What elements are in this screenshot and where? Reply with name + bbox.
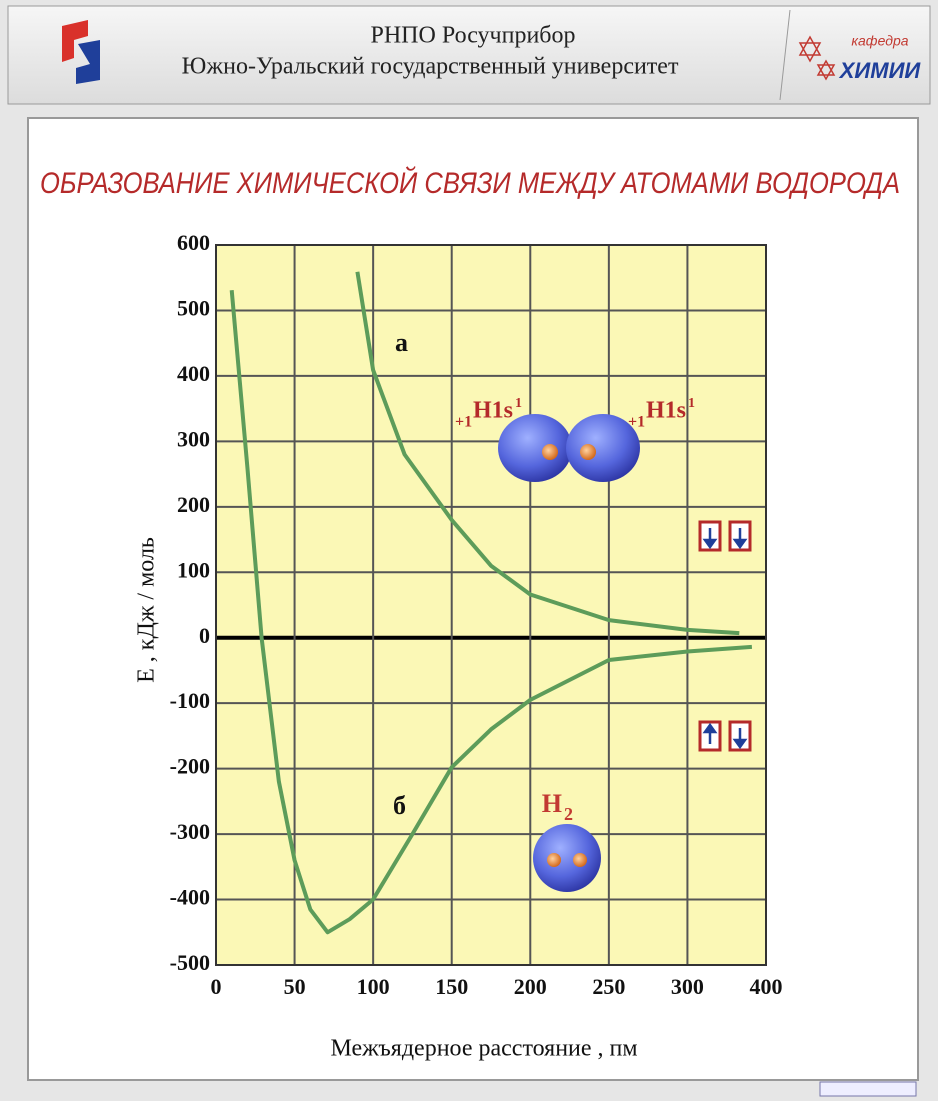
header-line: Южно-Уральский государственный университ… bbox=[182, 54, 679, 80]
header-line: РНПО Росучприбор bbox=[371, 23, 576, 49]
atom-prefix: +1 bbox=[455, 414, 472, 431]
atom-symbol: H1s bbox=[646, 398, 686, 424]
x-tick-label: 0 bbox=[211, 974, 222, 999]
footer-badge bbox=[820, 1082, 916, 1096]
x-axis-label: Межъядерное расстояние , пм bbox=[330, 1036, 637, 1062]
x-tick-label: 200 bbox=[514, 974, 547, 999]
x-tick-label: 400 bbox=[750, 974, 783, 999]
y-tick-label: -400 bbox=[170, 885, 210, 910]
dept-label: ХИМИИ bbox=[838, 58, 922, 83]
y-tick-label: 0 bbox=[199, 623, 210, 648]
dept-label: кафедра bbox=[851, 33, 908, 49]
curve-label: а bbox=[395, 328, 408, 357]
plot-area bbox=[216, 245, 766, 965]
x-tick-label: 250 bbox=[592, 974, 625, 999]
curve-label: б bbox=[393, 791, 406, 820]
y-tick-label: 400 bbox=[177, 361, 210, 386]
x-tick-label: 100 bbox=[357, 974, 390, 999]
page: РНПО Росучприбор Южно-Уральский государс… bbox=[0, 0, 938, 1101]
atom-symbol: H1s bbox=[473, 398, 513, 424]
molecule-symbol: H bbox=[542, 789, 562, 818]
y-tick-label: 500 bbox=[177, 296, 210, 321]
y-tick-label: 100 bbox=[177, 557, 210, 582]
atom-superscript: 1 bbox=[515, 396, 522, 411]
chart-title: ОБРАЗОВАНИЕ ХИМИЧЕСКОЙ СВЯЗИ МЕЖДУ АТОМА… bbox=[40, 166, 900, 200]
y-tick-label: -100 bbox=[170, 688, 210, 713]
y-tick-label: 600 bbox=[177, 230, 210, 255]
x-tick-label: 150 bbox=[435, 974, 468, 999]
atom-superscript: 1 bbox=[688, 396, 695, 411]
y-axis-label: Е , кДж / моль bbox=[134, 537, 160, 683]
y-tick-label: -300 bbox=[170, 819, 210, 844]
y-tick-label: 200 bbox=[177, 492, 210, 517]
y-tick-label: 300 bbox=[177, 426, 210, 451]
y-tick-label: -200 bbox=[170, 754, 210, 779]
y-tick-label: -500 bbox=[170, 950, 210, 975]
x-tick-label: 300 bbox=[671, 974, 704, 999]
x-tick-label: 50 bbox=[284, 974, 306, 999]
molecule-subscript: 2 bbox=[564, 804, 573, 824]
